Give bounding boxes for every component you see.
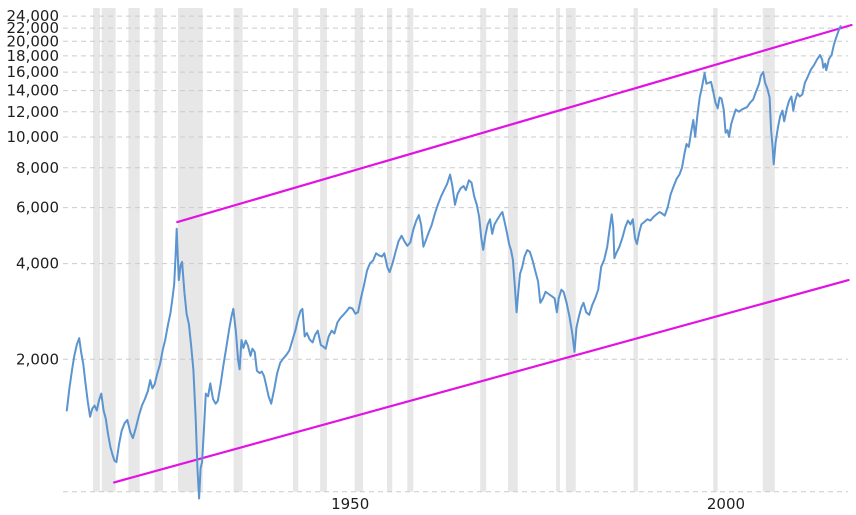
recession-band (508, 8, 518, 492)
recession-band (565, 8, 576, 492)
x-axis-label: 2000 (707, 495, 745, 513)
y-axis-label: 8,000 (16, 159, 59, 177)
recession-band (93, 8, 100, 492)
x-axis-label: 1950 (331, 495, 369, 513)
gridlines (63, 15, 848, 360)
y-axis-label: 12,000 (7, 103, 60, 121)
recession-band (354, 8, 363, 492)
y-axis-labels: 2,000 4,000 6,000 8,000 10,000 12,000 14,00016… (7, 7, 60, 368)
y-axis-label: 6,000 (16, 199, 59, 217)
recession-bands (93, 8, 775, 492)
recession-band (154, 8, 163, 492)
recession-band (387, 8, 393, 492)
upper-trend-line (176, 23, 853, 224)
recession-band (713, 8, 718, 492)
recession-band (128, 8, 140, 492)
lower-trend-line (112, 279, 850, 484)
y-axis-label: 24,000 (7, 7, 60, 25)
y-axis-label: 16,000 (7, 63, 60, 81)
x-axis-labels: 1950 2000 (331, 495, 745, 513)
recession-band (320, 8, 327, 492)
y-axis-label: 18,000 (7, 47, 60, 65)
dow-jones-price (65, 25, 842, 500)
y-axis-label: 14,000 (7, 82, 60, 100)
recession-band (407, 8, 414, 492)
recession-band (633, 8, 638, 492)
recession-band (556, 8, 560, 492)
price-line (65, 25, 842, 500)
trend-channel-lines (112, 23, 853, 484)
y-axis-label: 10,000 (7, 128, 60, 146)
y-axis-label: 4,000 (16, 255, 59, 273)
recession-band (293, 8, 299, 492)
recession-band (101, 8, 116, 492)
recession-band (233, 8, 243, 492)
y-axis-label: 22,000 (7, 19, 60, 37)
y-axis-label: 20,000 (7, 32, 60, 50)
recession-band (178, 8, 203, 492)
y-axis-label: 2,000 (16, 350, 59, 368)
